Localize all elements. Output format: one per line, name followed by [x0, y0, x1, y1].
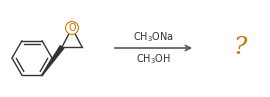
Text: CH$_3$ONa: CH$_3$ONa — [133, 30, 174, 44]
Text: ?: ? — [233, 36, 247, 59]
Polygon shape — [42, 46, 64, 75]
Text: O: O — [68, 23, 76, 33]
Text: CH$_3$OH: CH$_3$OH — [136, 52, 171, 66]
